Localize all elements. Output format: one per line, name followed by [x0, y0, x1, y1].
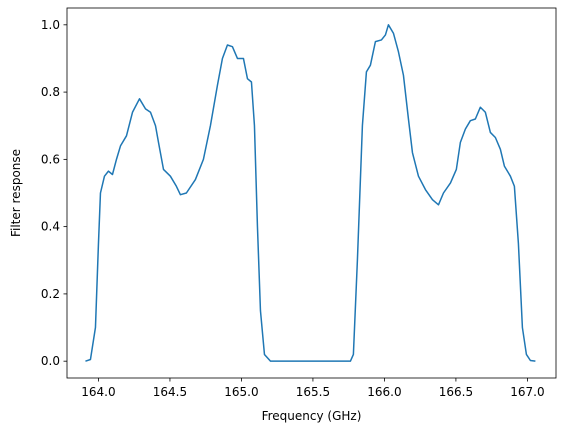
- x-tick-label: 166.5: [439, 385, 473, 399]
- y-axis-label: Filter response: [9, 149, 23, 237]
- x-tick-label: 164.0: [81, 385, 115, 399]
- y-tick-label: 1.0: [41, 18, 60, 32]
- x-tick-label: 166.0: [367, 385, 401, 399]
- y-tick-label: 0.6: [41, 152, 60, 166]
- y-tick-label: 0.8: [41, 85, 60, 99]
- x-tick-label: 167.0: [510, 385, 544, 399]
- x-tick-label: 165.0: [224, 385, 258, 399]
- plot-frame: [66, 7, 557, 379]
- data-line: [85, 24, 536, 362]
- y-tick-label: 0.0: [41, 354, 60, 368]
- y-tick-label: 0.2: [41, 287, 60, 301]
- x-axis-label: Frequency (GHz): [262, 409, 362, 423]
- y-tick-label: 0.4: [41, 220, 60, 234]
- x-tick-label: 164.5: [153, 385, 187, 399]
- x-tick-label: 165.5: [296, 385, 330, 399]
